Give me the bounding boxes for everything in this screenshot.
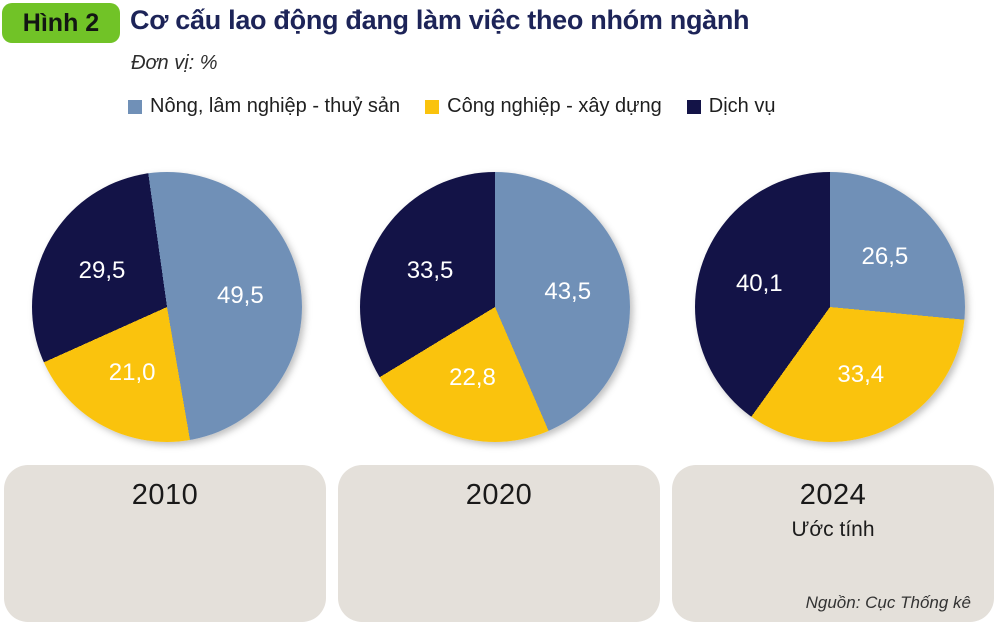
pie-value-label: 40,1: [735, 270, 783, 298]
legend-item-label: Nông, lâm nghiệp - thuỷ sản: [150, 95, 401, 117]
legend-item-1: Công nghiệp - xây dựng: [425, 95, 662, 118]
year-card-2020: 2020: [338, 465, 660, 622]
figure-badge: Hình 2: [2, 3, 120, 43]
legend-swatch: [686, 99, 701, 114]
pie-value-label: 33,4: [837, 360, 885, 388]
legend-item-label: Công nghiệp - xây dựng: [447, 95, 662, 117]
pie-chart-2010: 49,5 21,0 29,5: [32, 172, 302, 442]
year-cards-row: 2010 2020 2024 Ước tính Nguồn: Cục Thống kê: [4, 465, 994, 622]
legend-item-0: Nông, lâm nghiệp - thuỷ sản: [128, 95, 400, 118]
pie-charts-row: 49,5 21,0 29,5 43,5 22,8 33,5 26,5 33,4 40,1: [0, 172, 998, 443]
legend-item-label: Dịch vụ: [708, 95, 776, 117]
year-card-2024: 2024 Ước tính Nguồn: Cục Thống kê: [672, 465, 994, 622]
year-label: 2024: [799, 479, 867, 511]
legend-swatch: [128, 99, 142, 114]
pie-value-label: 43,5: [544, 277, 592, 305]
pie-value-label: 26,5: [861, 243, 909, 271]
year-label: 2010: [131, 479, 199, 511]
legend-item-2: Dịch vụ: [686, 95, 776, 118]
pie-value-label: 33,5: [406, 257, 454, 285]
source-note: Nguồn: Cục Thống kê: [805, 593, 971, 612]
legend: Nông, lâm nghiệp - thuỷ sản Công nghiệp -…: [128, 95, 776, 118]
pie-value-label: 22,8: [449, 363, 496, 391]
figure-title: Cơ cấu lao động đang làm việc theo nhóm …: [130, 5, 750, 35]
legend-swatch: [425, 99, 440, 114]
pie-chart-2024: 26,5 33,4 40,1: [695, 172, 965, 442]
year-card-2010: 2010: [4, 465, 326, 622]
pie-value-label: 49,5: [216, 281, 264, 309]
unit-label: Đơn vị: %: [131, 52, 218, 74]
pie-value-label: 29,5: [78, 257, 126, 285]
pie-chart-2020: 43,5 22,8 33,5: [360, 172, 630, 442]
pie-value-label: 21,0: [108, 358, 156, 386]
year-label: 2020: [465, 479, 533, 511]
estimate-note: Ước tính: [791, 518, 875, 541]
